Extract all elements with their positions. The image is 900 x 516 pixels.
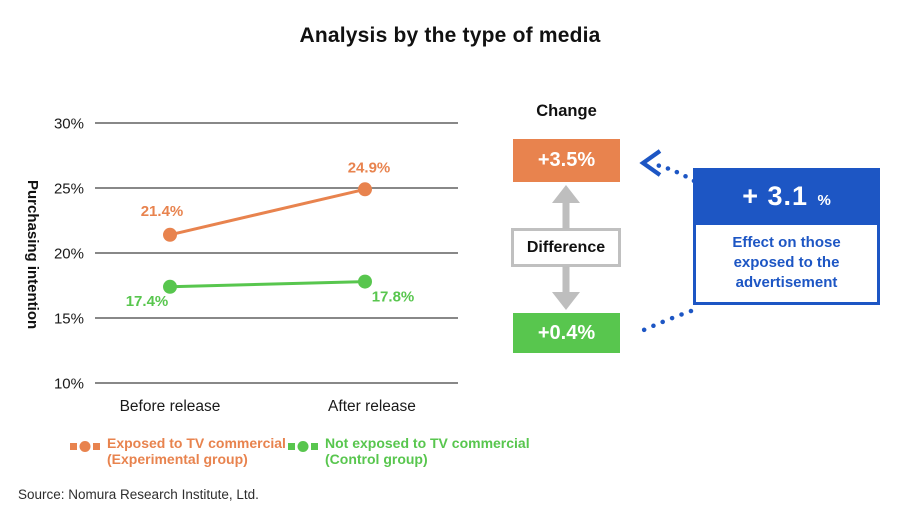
legend-item-experimental: Exposed to TV commercial (Experimental g…: [70, 435, 286, 467]
y-tick-label: 10%: [54, 376, 84, 393]
data-point-label: 17.4%: [126, 293, 169, 310]
x-tick-label: Before release: [120, 398, 221, 415]
data-point: [163, 279, 177, 294]
experimental-change-box: +3.5%: [513, 139, 620, 182]
effect-value-unit: %: [817, 192, 831, 209]
data-point: [358, 182, 372, 197]
source-note: Source: Nomura Research Institute, Ltd.: [18, 487, 259, 502]
line-chart: 10% 15% 20% 25% 30% Before release After relea…: [54, 116, 458, 415]
dotted-line-to-control-icon: [632, 308, 694, 337]
data-point: [163, 227, 177, 242]
legend-label-line2: (Experimental group): [107, 450, 248, 467]
y-axis-label: Purchasing intention: [24, 180, 41, 330]
effect-value-number: + 3.1: [742, 181, 808, 211]
up-arrow-icon: [552, 185, 580, 229]
data-point-label: 21.4%: [141, 203, 184, 220]
dotted-arrow-to-experimental-icon: [639, 149, 697, 184]
control-change-box: +0.4%: [513, 313, 620, 353]
y-tick-label: 20%: [54, 246, 84, 263]
data-point: [358, 274, 372, 289]
series-line: [169, 280, 366, 289]
legend-item-control: Not exposed to TV commercial (Control gr…: [288, 435, 530, 467]
y-tick-label: 15%: [54, 311, 84, 328]
y-tick-label: 30%: [54, 116, 84, 133]
x-tick-label: After release: [328, 398, 416, 415]
effect-callout: + 3.1 % Effect on those exposed to the a…: [693, 168, 880, 306]
effect-description: Effect on those exposed to the advertise…: [693, 225, 880, 306]
legend-label-line1: Exposed to TV commercial: [107, 435, 286, 451]
orange-line-marker-icon: [70, 441, 100, 452]
down-arrow-icon: [552, 266, 580, 310]
page-title: Analysis by the type of media: [299, 24, 601, 47]
difference-box: Difference: [511, 228, 621, 267]
legend-label-line2: (Control group): [325, 450, 428, 467]
effect-value: + 3.1 %: [693, 168, 880, 225]
y-tick-label: 25%: [54, 181, 84, 198]
change-heading: Change: [536, 102, 597, 120]
legend-label-experimental: Exposed to TV commercial (Experimental g…: [107, 435, 286, 467]
data-point-label: 24.9%: [348, 159, 391, 176]
legend-label-control: Not exposed to TV commercial (Control gr…: [325, 435, 530, 467]
series-line: [169, 187, 366, 237]
data-point-label: 17.8%: [372, 289, 415, 306]
legend-label-line1: Not exposed to TV commercial: [325, 435, 530, 451]
green-line-marker-icon: [288, 441, 318, 452]
